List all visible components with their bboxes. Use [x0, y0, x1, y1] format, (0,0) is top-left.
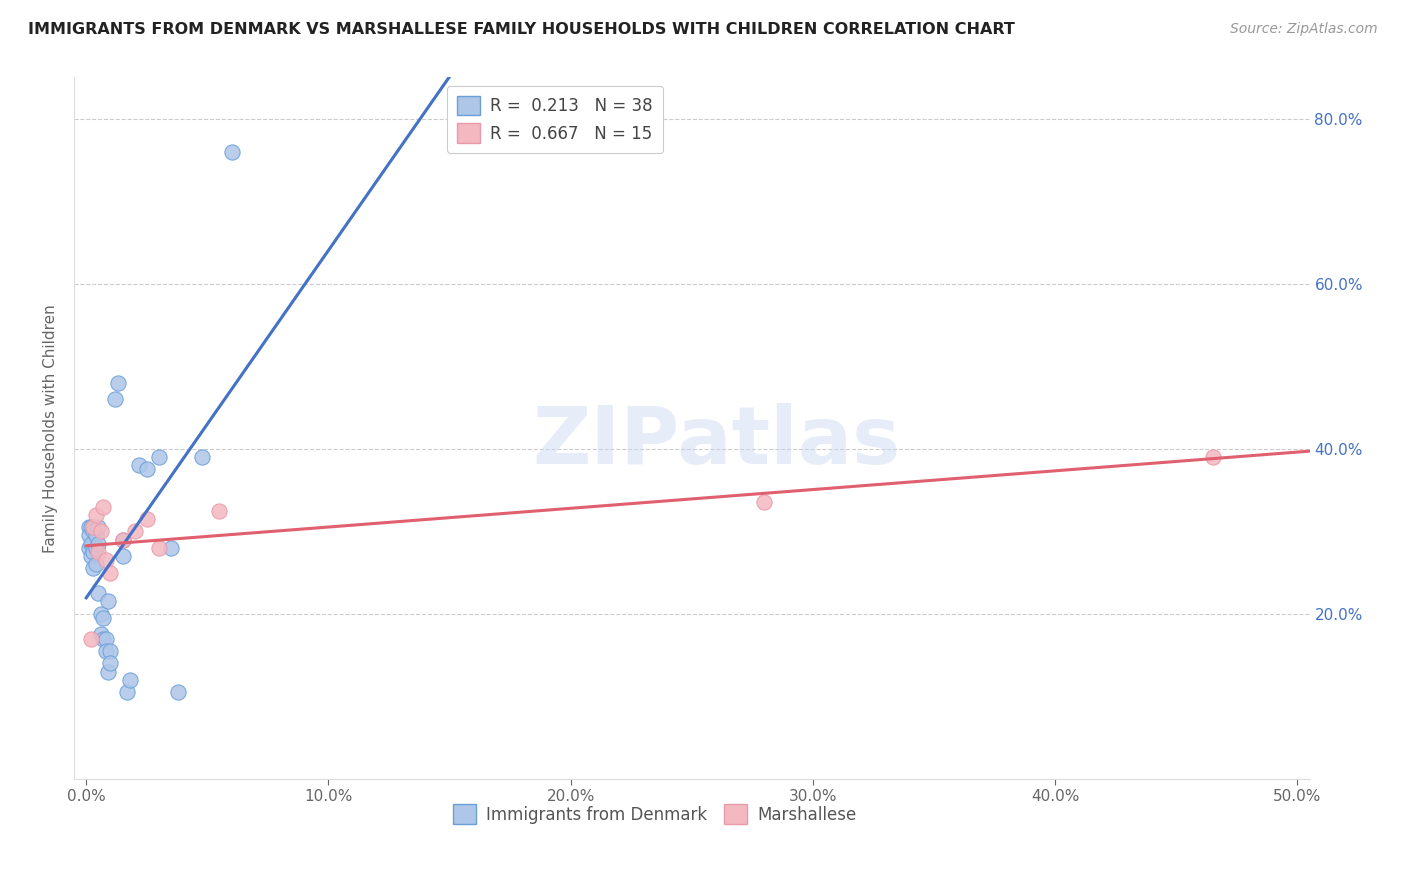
Point	[1201, 450, 1223, 464]
Point	[94, 553, 117, 567]
Point	[91, 632, 114, 646]
Point	[90, 524, 112, 539]
Point	[94, 632, 117, 646]
Point	[84, 541, 107, 555]
Text: Source: ZipAtlas.com: Source: ZipAtlas.com	[1230, 22, 1378, 37]
Point	[80, 632, 103, 646]
Point	[124, 524, 146, 539]
Point	[160, 541, 183, 555]
Point	[100, 657, 122, 671]
Point	[118, 673, 141, 687]
Point	[128, 458, 150, 473]
Point	[80, 520, 103, 534]
Legend: Immigrants from Denmark, Marshallese: Immigrants from Denmark, Marshallese	[443, 795, 866, 834]
Text: IMMIGRANTS FROM DENMARK VS MARSHALLESE FAMILY HOUSEHOLDS WITH CHILDREN CORRELATI: IMMIGRANTS FROM DENMARK VS MARSHALLESE F…	[28, 22, 1015, 37]
Point	[100, 566, 122, 580]
Point	[107, 376, 129, 390]
Point	[111, 533, 134, 547]
Point	[208, 504, 231, 518]
Point	[84, 528, 107, 542]
Point	[148, 541, 170, 555]
Point	[104, 392, 127, 407]
Point	[148, 450, 170, 464]
Point	[82, 561, 104, 575]
Point	[82, 520, 104, 534]
Point	[97, 665, 120, 679]
Point	[100, 644, 122, 658]
Point	[135, 462, 157, 476]
Point	[97, 594, 120, 608]
Point	[77, 520, 100, 534]
Point	[111, 533, 134, 547]
Point	[117, 685, 139, 699]
Point	[91, 611, 114, 625]
Point	[87, 545, 110, 559]
Point	[82, 545, 104, 559]
Point	[80, 537, 103, 551]
Point	[77, 541, 100, 555]
Point	[87, 586, 110, 600]
Point	[167, 685, 190, 699]
Point	[91, 500, 114, 514]
Point	[87, 520, 110, 534]
Point	[90, 607, 112, 621]
Point	[754, 495, 776, 509]
Point	[87, 537, 110, 551]
Point	[90, 627, 112, 641]
Point	[77, 528, 100, 542]
Point	[191, 450, 214, 464]
Point	[94, 644, 117, 658]
Y-axis label: Family Households with Children: Family Households with Children	[44, 304, 58, 552]
Point	[135, 512, 157, 526]
Point	[111, 549, 134, 563]
Point	[221, 145, 243, 159]
Point	[80, 549, 103, 563]
Point	[84, 508, 107, 522]
Text: ZIPatlas: ZIPatlas	[533, 403, 901, 481]
Point	[84, 558, 107, 572]
Point	[82, 524, 104, 539]
